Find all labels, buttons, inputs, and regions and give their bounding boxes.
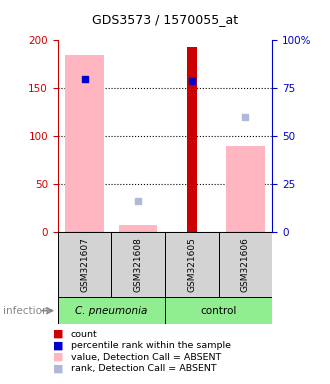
Text: GSM321608: GSM321608 (134, 238, 143, 292)
Text: value, Detection Call = ABSENT: value, Detection Call = ABSENT (71, 353, 221, 362)
Text: GSM321605: GSM321605 (187, 238, 196, 292)
Point (82, 76, 87, 82)
Bar (58, 232, 112, 298)
Text: GDS3573 / 1570055_at: GDS3573 / 1570055_at (92, 13, 238, 26)
Bar (218, 232, 272, 298)
Bar (58, 297, 165, 324)
Text: percentile rank within the sample: percentile rank within the sample (71, 341, 231, 350)
Bar (165, 232, 218, 298)
Text: GSM321607: GSM321607 (80, 238, 89, 292)
Bar (165, 297, 272, 324)
Text: infection: infection (3, 306, 49, 316)
Text: ■: ■ (52, 329, 63, 339)
Text: ■: ■ (52, 341, 63, 351)
Text: ■: ■ (52, 352, 63, 362)
Bar (65, 55, 104, 232)
Text: rank, Detection Call = ABSENT: rank, Detection Call = ABSENT (71, 364, 216, 373)
Point (189, 78, 194, 84)
Bar (226, 146, 265, 232)
Point (243, 114, 248, 120)
Bar (112, 232, 165, 298)
Bar (187, 47, 197, 232)
Text: ■: ■ (52, 364, 63, 374)
Text: count: count (71, 329, 98, 339)
Point (136, 197, 141, 204)
Bar (119, 225, 157, 232)
Text: control: control (200, 306, 237, 316)
Text: C. pneumonia: C. pneumonia (75, 306, 148, 316)
Text: GSM321606: GSM321606 (241, 238, 250, 292)
